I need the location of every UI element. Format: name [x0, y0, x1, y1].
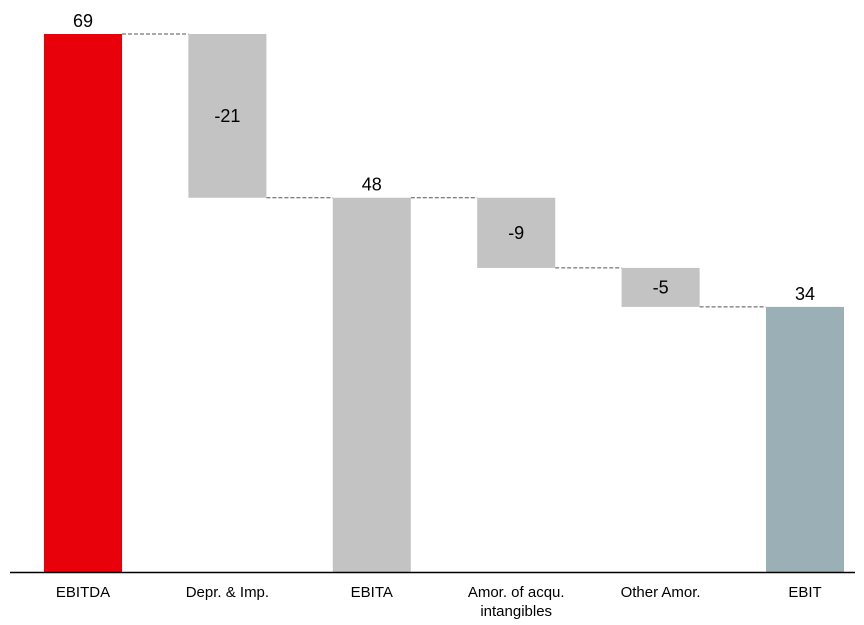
value-label: -9 [508, 223, 524, 243]
x-tick-label: EBITDA [56, 584, 110, 601]
bar-depr-imp [188, 34, 267, 198]
value-label: 69 [73, 11, 93, 31]
x-tick-label: intangibles [480, 603, 552, 620]
bar-ebita [332, 197, 411, 572]
x-tick-label: Amor. of acqu. [468, 584, 565, 601]
x-tick-label: Depr. & Imp. [186, 584, 269, 601]
x-tick-label: Other Amor. [621, 584, 701, 601]
x-tick-label: EBITA [351, 584, 393, 601]
bar-ebit [766, 306, 844, 572]
value-label: 34 [795, 284, 815, 304]
value-label: -21 [214, 106, 240, 126]
value-label: -5 [653, 277, 669, 297]
bar-ebitda [44, 34, 122, 572]
bar-other-amor [621, 267, 700, 307]
x-tick-label: EBIT [788, 584, 821, 601]
bar-amor-of-acqu-intangibles [477, 197, 556, 268]
value-label: 48 [362, 175, 382, 195]
